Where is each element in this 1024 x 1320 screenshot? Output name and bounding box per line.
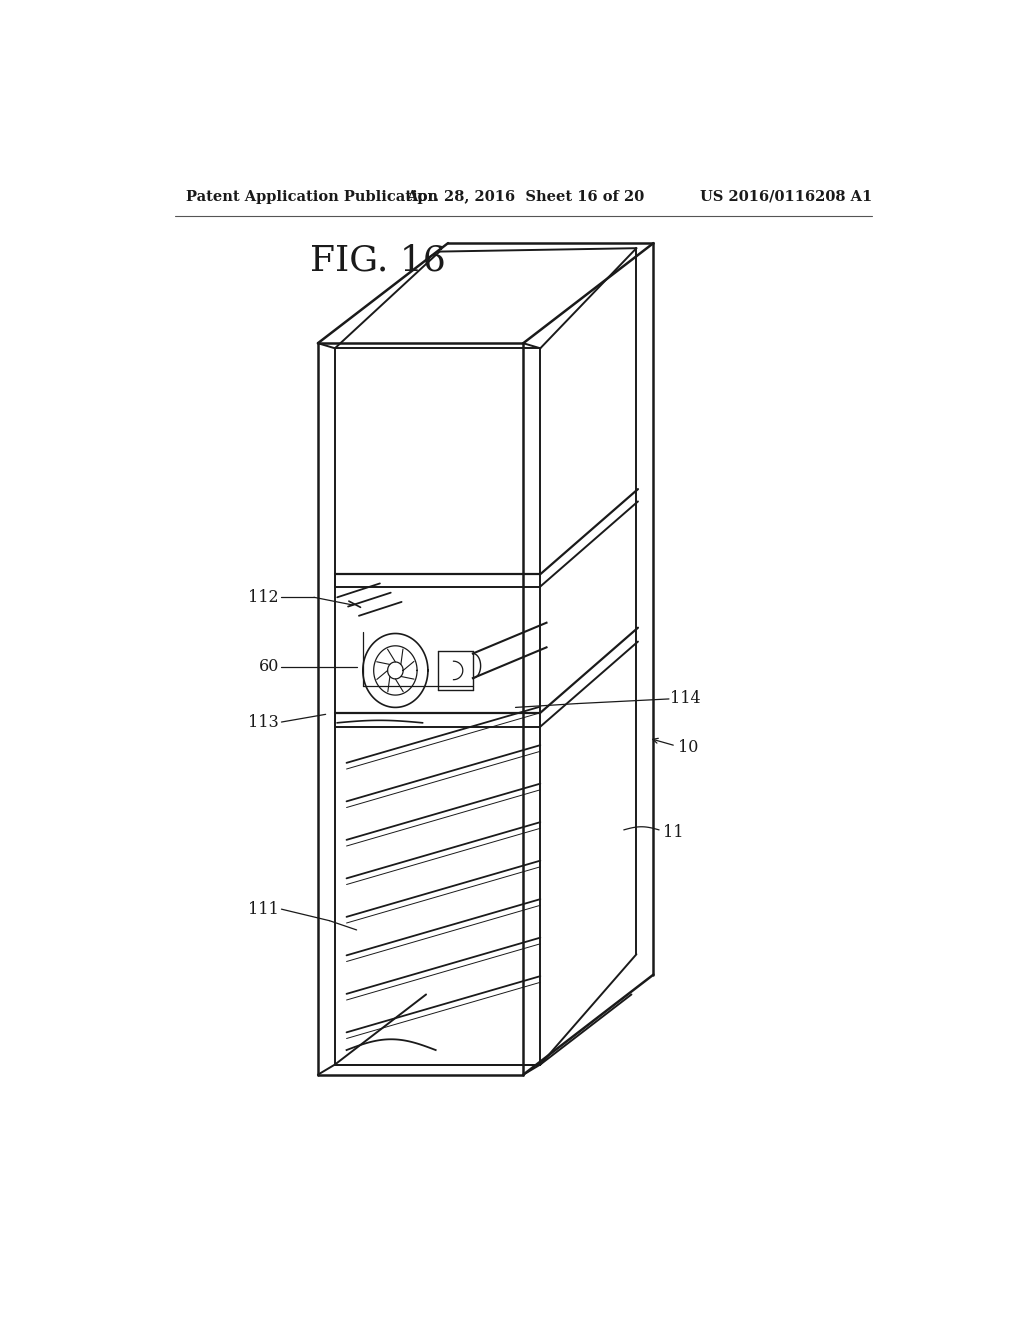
Text: Patent Application Publication: Patent Application Publication: [186, 190, 438, 203]
Text: FIG. 16: FIG. 16: [310, 244, 445, 277]
Text: 11: 11: [663, 824, 683, 841]
Text: 10: 10: [678, 739, 698, 756]
Text: 113: 113: [249, 714, 280, 730]
Text: 60: 60: [259, 659, 280, 675]
Text: 112: 112: [249, 589, 280, 606]
Text: 111: 111: [249, 900, 280, 917]
Text: Apr. 28, 2016  Sheet 16 of 20: Apr. 28, 2016 Sheet 16 of 20: [406, 190, 644, 203]
Text: US 2016/0116208 A1: US 2016/0116208 A1: [699, 190, 872, 203]
Text: 114: 114: [671, 690, 701, 708]
